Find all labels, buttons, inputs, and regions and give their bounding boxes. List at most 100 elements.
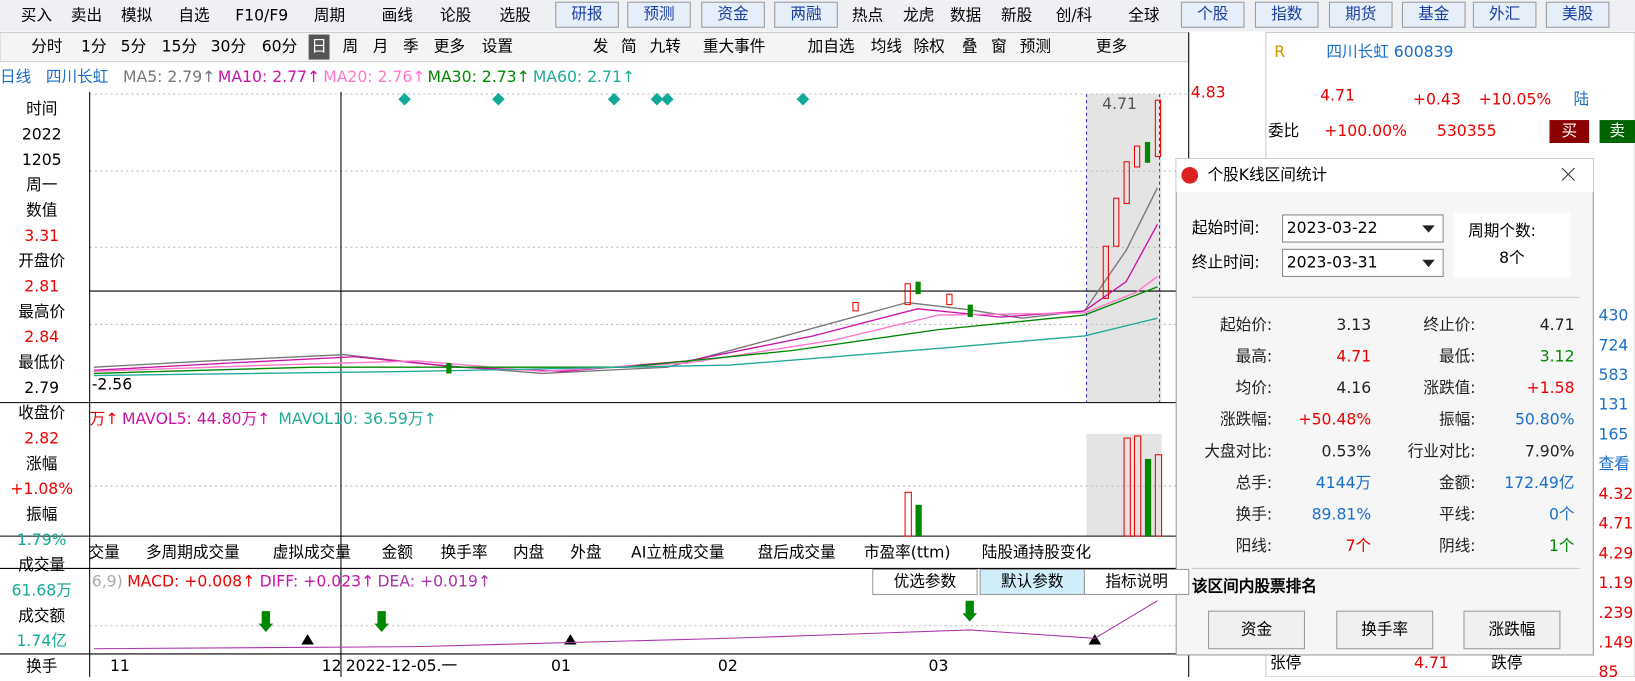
macd-button[interactable]: 优选参数 [894, 571, 957, 590]
period-tab[interactable]: 周 [343, 37, 359, 56]
tool-button[interactable]: 除权 [913, 37, 945, 56]
period-tab[interactable]: 分时 [31, 37, 63, 56]
indicator-tab[interactable]: 盘后成交量 [758, 542, 836, 561]
menu-button-box[interactable] [627, 1, 691, 28]
period-tab[interactable]: 季 [403, 37, 419, 56]
stat-value: 89.81% [1312, 505, 1372, 524]
period-tab[interactable]: 30分 [211, 37, 247, 56]
menu-button[interactable]: 资金 [717, 4, 749, 23]
period-tab[interactable]: 月 [373, 37, 389, 56]
rank-button[interactable]: 涨跌幅 [1489, 619, 1536, 638]
menu-button-box[interactable] [1401, 1, 1466, 28]
menu-item[interactable]: 自选 [178, 5, 210, 24]
menu-button[interactable]: 指数 [1271, 4, 1303, 23]
ma-legend: 四川长虹 [46, 67, 109, 86]
period-tab[interactable]: 15分 [162, 37, 198, 56]
menu-button[interactable]: 两融 [790, 4, 822, 23]
menu-button[interactable]: 美股 [1562, 4, 1594, 23]
menu-item[interactable]: 创/科 [1056, 5, 1093, 24]
rank-button[interactable]: 换手率 [1361, 619, 1408, 638]
menu-button-box[interactable] [701, 1, 765, 28]
tool-button[interactable]: 窗 [991, 37, 1007, 56]
rank-button-box[interactable] [1463, 610, 1561, 650]
macd-button-box[interactable] [1083, 568, 1190, 596]
menu-button-box[interactable] [1180, 1, 1245, 28]
rank-button-box[interactable] [1336, 610, 1434, 650]
tool-button[interactable]: 重大事件 [703, 37, 766, 56]
menu-item[interactable]: 买入 [21, 5, 53, 24]
stat-label: 阴线: [1439, 536, 1476, 555]
tool-button[interactable]: 更多 [1096, 37, 1127, 56]
rank-button-box[interactable] [1208, 610, 1305, 650]
menu-button-box[interactable] [1545, 1, 1610, 28]
end-date-select[interactable] [1282, 248, 1444, 277]
menu-button-box[interactable] [1328, 1, 1393, 28]
moving-averages [93, 187, 1159, 377]
tool-button[interactable]: 均线 [871, 37, 903, 56]
tool-button[interactable]: 加自选 [808, 37, 855, 56]
buy-label[interactable]: 买 [1561, 121, 1577, 140]
period-tab[interactable]: 更多 [434, 37, 465, 56]
macd-button-box[interactable] [872, 568, 978, 596]
menu-button-box[interactable] [555, 1, 619, 28]
menu-item[interactable]: 选股 [499, 5, 531, 24]
indicator-tab[interactable]: 陆股通持股变化 [982, 542, 1092, 561]
macd-button[interactable]: 指标说明 [1105, 571, 1168, 590]
menu-button-box[interactable] [1472, 1, 1537, 28]
menu-item[interactable]: 龙虎 [903, 5, 934, 24]
menu-button[interactable]: 外汇 [1489, 4, 1520, 23]
rank-button[interactable]: 资金 [1241, 619, 1273, 638]
volume-legend: MAVOL5: 44.80万↑ [122, 409, 270, 428]
indicator-tab[interactable]: 外盘 [570, 542, 601, 561]
quote-side: 4.29 [1599, 543, 1634, 562]
menu-item[interactable]: 模拟 [121, 5, 153, 24]
menu-button[interactable]: 预测 [643, 4, 674, 23]
menu-button[interactable]: 研报 [571, 4, 603, 23]
indicator-tab[interactable]: 市盈率(ttm) [864, 542, 951, 561]
tool-button[interactable]: 叠 [962, 37, 978, 56]
period-tab[interactable]: 日 [311, 37, 327, 56]
menu-button[interactable]: 期货 [1345, 4, 1376, 23]
indicator-tab[interactable]: 金额 [382, 542, 414, 561]
menu-item[interactable]: 周期 [314, 5, 345, 24]
tool-button[interactable]: 简 [621, 37, 637, 56]
menu-item[interactable]: 论股 [440, 5, 472, 24]
indicator-tab[interactable]: 虚拟成交量 [273, 542, 351, 561]
menu-button-box[interactable] [774, 1, 838, 28]
start-date[interactable]: 2023-03-22 [1287, 218, 1378, 237]
macd-line [93, 600, 1158, 650]
menu-item[interactable]: 数据 [950, 5, 981, 24]
period-tab[interactable]: 设置 [482, 37, 513, 56]
quote-side: 查看 [1599, 454, 1630, 473]
start-date-select[interactable] [1282, 214, 1444, 243]
sell-button[interactable] [1599, 120, 1635, 143]
indicator-tab[interactable]: 内盘 [513, 542, 544, 561]
indicator-tab[interactable]: 多周期成交量 [146, 542, 240, 561]
menu-button-box[interactable] [1254, 1, 1319, 28]
menu-item[interactable]: 全球 [1128, 5, 1160, 24]
info-value: 1.79% [17, 530, 67, 549]
menu-button[interactable]: 个股 [1197, 4, 1229, 23]
period-tab[interactable]: 1分 [81, 37, 107, 56]
period-tab[interactable]: 5分 [121, 37, 147, 56]
sell-label[interactable]: 卖 [1609, 121, 1625, 140]
tool-button[interactable]: 预测 [1020, 37, 1051, 56]
menu-item[interactable]: F10/F9 [235, 5, 288, 24]
period-tab[interactable]: 60分 [262, 37, 298, 56]
dialog-close[interactable] [1561, 167, 1575, 181]
indicator-tab[interactable]: 交量 [89, 542, 120, 561]
menu-item[interactable]: 卖出 [71, 5, 102, 24]
indicator-tab[interactable]: AI立桩成交量 [631, 542, 724, 561]
menu-item[interactable]: 新股 [1001, 5, 1033, 24]
grid [89, 93, 1189, 627]
menu-button[interactable]: 基金 [1418, 4, 1450, 23]
tool-button[interactable]: 九转 [650, 37, 681, 56]
tool-button[interactable]: 发 [593, 37, 609, 56]
buy-button[interactable] [1549, 120, 1590, 143]
menu-item[interactable]: 画线 [382, 5, 414, 24]
end-date[interactable]: 2023-03-31 [1287, 252, 1378, 271]
menu-item[interactable]: 热点 [852, 5, 883, 24]
indicator-tab[interactable]: 换手率 [441, 542, 488, 561]
macd-button[interactable]: 默认参数 [1001, 571, 1064, 590]
x-axis-label: 01 [551, 656, 571, 675]
